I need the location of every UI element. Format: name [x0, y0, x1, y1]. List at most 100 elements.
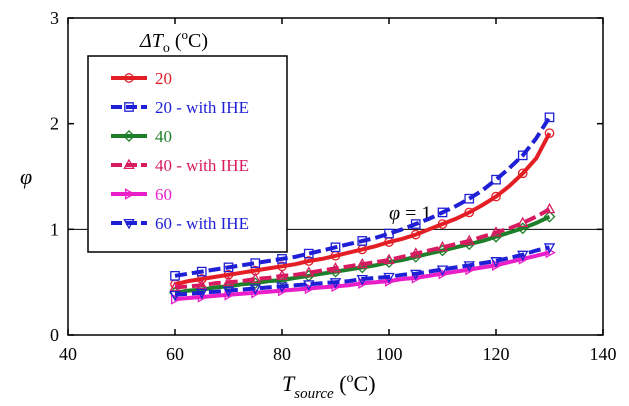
- data-point: [383, 253, 395, 264]
- data-point: [250, 258, 261, 268]
- legend-swatch-marker: [123, 218, 135, 230]
- legend-label: 20 - with IHE: [155, 98, 249, 117]
- data-point: [303, 256, 314, 266]
- data-point: [277, 254, 287, 264]
- data-point: [169, 290, 181, 302]
- series-line: [174, 207, 551, 290]
- data-point: [223, 262, 234, 273]
- x-tick-label: 40: [59, 344, 77, 364]
- data-point: [329, 262, 342, 273]
- data-point: [463, 234, 475, 245]
- data-point: [490, 226, 502, 237]
- data-point: [517, 250, 529, 262]
- y-tick-label: 2: [50, 114, 59, 134]
- x-tick-label: 100: [376, 344, 403, 364]
- data-point: [544, 112, 555, 123]
- data-point: [410, 219, 421, 229]
- data-point: [276, 269, 288, 280]
- legend-swatch-marker: [124, 188, 136, 200]
- data-point: [249, 284, 261, 295]
- data-point: [196, 288, 208, 300]
- data-point: [438, 267, 449, 280]
- legend-title: ΔTo (oC): [139, 27, 208, 56]
- data-point: [329, 278, 342, 289]
- data-point: [251, 287, 262, 299]
- y-axis-title: φ: [20, 164, 32, 189]
- data-point: [411, 272, 423, 284]
- series-line: [174, 245, 550, 297]
- x-tick-label: 140: [590, 344, 617, 364]
- data-point: [491, 259, 503, 271]
- series-2: [170, 112, 555, 281]
- axes-layer: 40 60 80 100 120 140 0 1 2 3: [50, 8, 617, 364]
- data-point: [197, 291, 209, 303]
- series-6: [169, 243, 556, 302]
- data-point: [517, 168, 528, 179]
- data-point: [410, 247, 422, 258]
- data-point: [517, 150, 528, 161]
- legend-swatch-marker: [123, 158, 135, 170]
- legend-label: 60: [155, 185, 172, 204]
- data-point: [410, 229, 421, 240]
- x-tick-label: 120: [483, 344, 510, 364]
- data-point: [196, 266, 207, 277]
- series-layer: [169, 112, 556, 305]
- data-point: [463, 261, 475, 272]
- legend-swatch-marker: [123, 130, 135, 142]
- legend: ΔTo (oC) 20 20 - with IHE 40 40 - with IHE 6…: [87, 27, 288, 253]
- data-point: [410, 269, 422, 281]
- data-point: [196, 278, 208, 290]
- legend-swatch-marker: [124, 73, 134, 83]
- x-axis-title: Tsource (oC): [282, 371, 376, 402]
- data-point: [357, 236, 368, 246]
- data-point: [464, 207, 475, 218]
- data-point: [518, 253, 530, 265]
- data-point: [276, 282, 288, 293]
- data-point: [170, 270, 180, 281]
- x-tick-label: 60: [166, 344, 184, 364]
- legend-swatch-marker: [124, 102, 134, 112]
- legend-item: 60 - with IHE: [111, 214, 249, 233]
- legend-item: 60: [111, 185, 172, 204]
- data-point: [170, 293, 182, 305]
- data-point: [330, 242, 341, 253]
- data-point: [249, 272, 261, 284]
- legend-item: 20 - with IHE: [111, 98, 249, 117]
- y-tick-label: 0: [50, 325, 59, 345]
- data-point: [490, 257, 502, 268]
- legend-items: 20 20 - with IHE 40 40 - with IHE 60 60 - wit…: [111, 69, 249, 233]
- data-point: [544, 128, 555, 139]
- legend-label: 20: [155, 69, 172, 88]
- data-point: [304, 282, 316, 295]
- data-point: [436, 265, 449, 276]
- legend-item: 40: [111, 127, 172, 146]
- data-point: [543, 202, 556, 214]
- legend-label: 40: [155, 127, 172, 146]
- data-point: [169, 281, 181, 292]
- plot-frame: [67, 17, 604, 336]
- data-point: [356, 274, 368, 286]
- data-point: [437, 207, 448, 218]
- legend-label: 40 - with IHE: [155, 156, 249, 175]
- data-point: [384, 228, 394, 239]
- data-point: [383, 272, 395, 284]
- y-tick-label: 3: [50, 8, 59, 28]
- series-line: [174, 116, 552, 278]
- data-point: [464, 193, 475, 204]
- x-tick-label: 80: [273, 344, 291, 364]
- data-point: [303, 280, 315, 291]
- series-line: [174, 132, 552, 287]
- data-point: [491, 174, 501, 185]
- data-point: [543, 243, 556, 254]
- legend-item: 20: [111, 69, 172, 88]
- data-point: [356, 257, 368, 269]
- data-point: [543, 210, 556, 223]
- series-4: [169, 202, 556, 292]
- data-point: [384, 275, 396, 287]
- data-point: [490, 230, 502, 243]
- data-point: [196, 274, 207, 284]
- data-point: [436, 240, 449, 252]
- data-point: [437, 219, 448, 229]
- data-point: [222, 286, 235, 298]
